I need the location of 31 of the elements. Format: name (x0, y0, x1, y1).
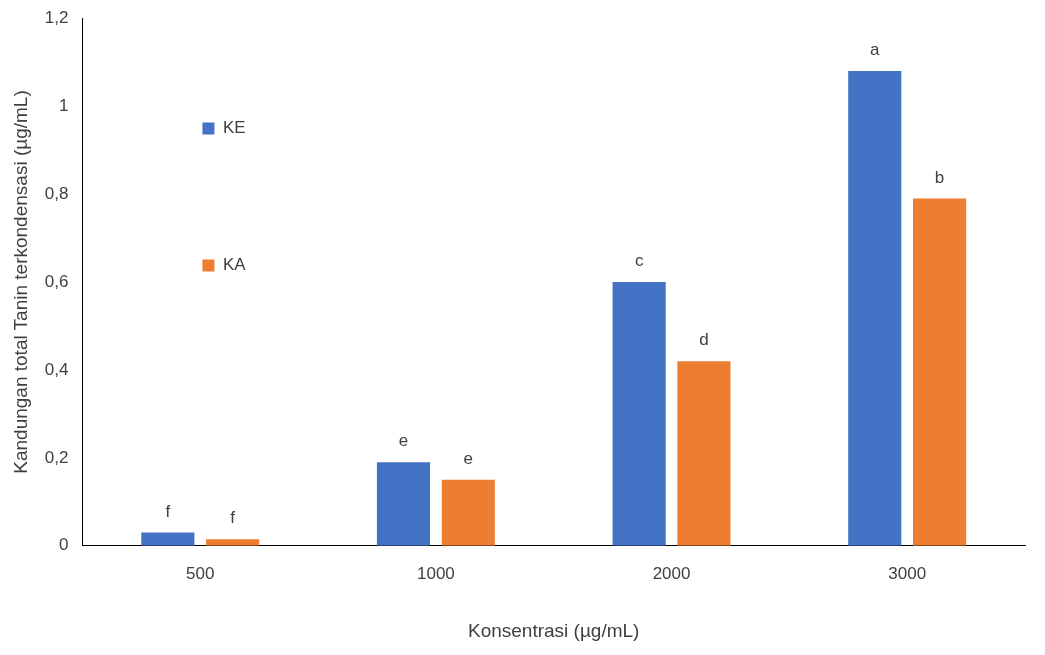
legend-label: KA (222, 255, 247, 275)
y-tick-label: 0,2 (44, 447, 69, 467)
bar (206, 539, 260, 546)
data-label: c (634, 251, 644, 271)
bar (141, 532, 195, 546)
x-tick-label: 500 (186, 563, 215, 583)
data-label: f (165, 501, 171, 521)
y-tick-label: 0,8 (44, 183, 69, 203)
bar (441, 479, 495, 546)
data-label: d (699, 330, 709, 350)
data-label: f (230, 508, 236, 528)
bar (612, 282, 666, 546)
bar (913, 198, 967, 546)
x-tick-label: 3000 (888, 563, 927, 583)
bar (677, 361, 731, 546)
y-tick-label: 1 (58, 95, 69, 115)
y-tick-label: 1,2 (44, 7, 69, 27)
y-tick-label: 0 (58, 535, 69, 555)
data-label: e (463, 449, 474, 469)
legend-label: KE (222, 118, 246, 138)
data-label: a (870, 40, 881, 60)
x-tick-label: 2000 (652, 563, 691, 583)
y-axis-title: Kandungan total Tanin terkondensasi (µg/mL) (9, 90, 31, 474)
x-axis-title: Konsentrasi (µg/mL) (467, 619, 640, 641)
data-label: e (398, 431, 409, 451)
bar (376, 462, 431, 546)
y-tick-label: 0,4 (44, 359, 69, 379)
x-tick-label: 1000 (416, 563, 455, 583)
data-label: b (934, 167, 945, 187)
bar (848, 70, 902, 546)
y-tick-label: 0,6 (44, 271, 69, 291)
